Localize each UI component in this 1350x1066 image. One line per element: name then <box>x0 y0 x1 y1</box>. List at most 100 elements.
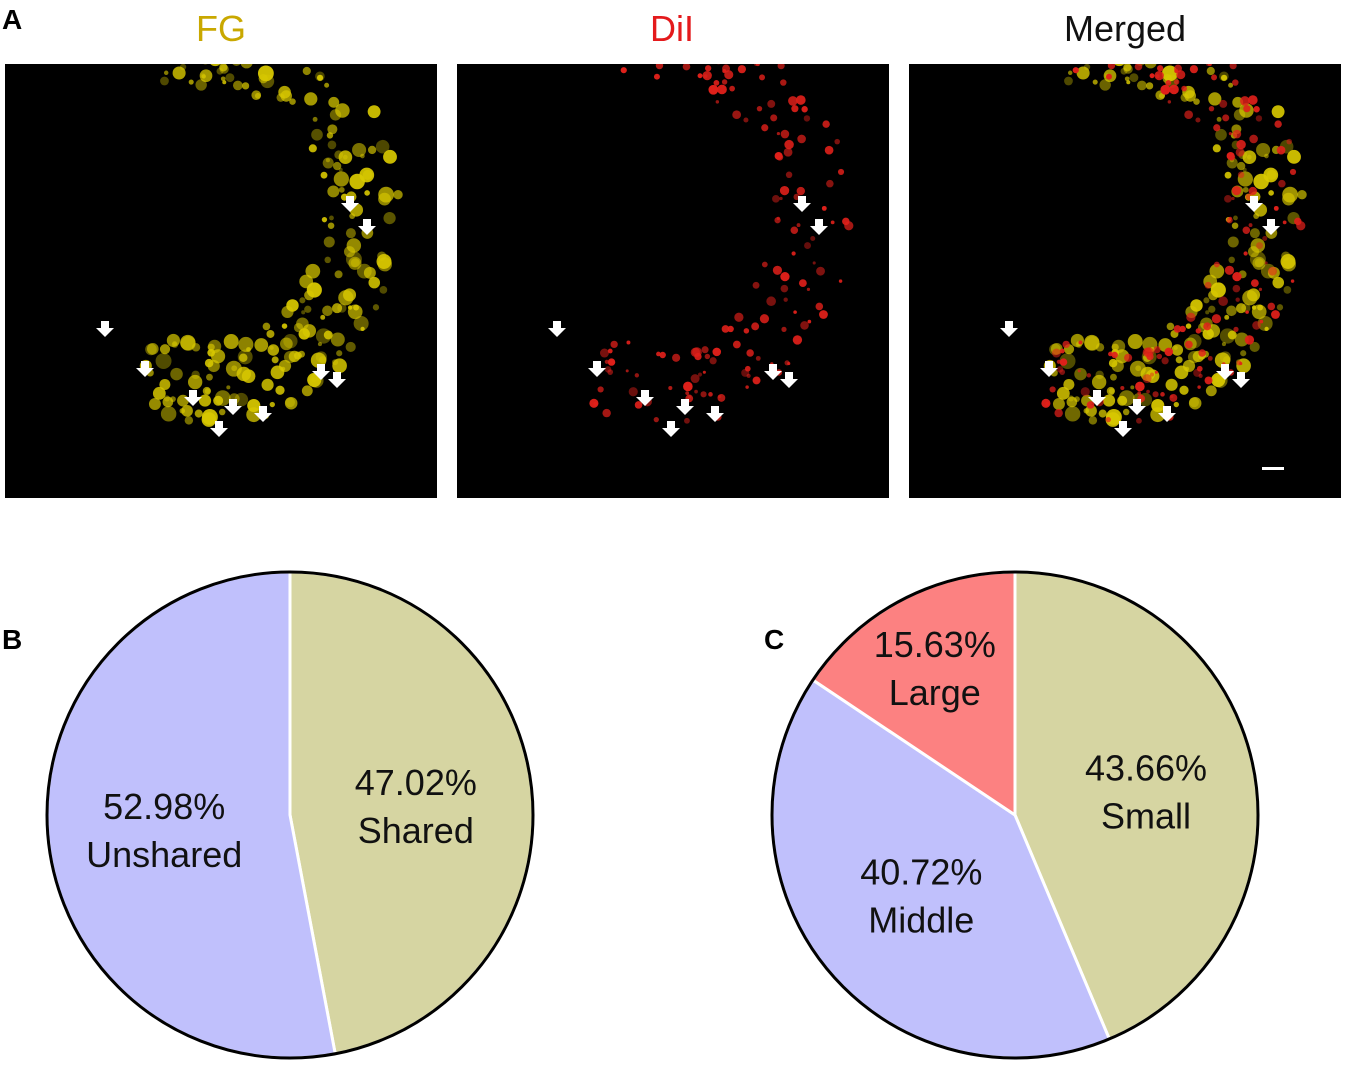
fg-cell <box>180 335 196 351</box>
dii-cell <box>708 392 713 397</box>
dii-cell <box>1278 179 1286 188</box>
fg-cell <box>338 186 345 193</box>
fg-micrograph <box>5 64 437 498</box>
dii-cell <box>791 251 796 256</box>
fg-cell <box>201 409 218 425</box>
dii-cell <box>1051 348 1061 358</box>
dii-cell <box>824 145 834 155</box>
dii-cell <box>807 319 812 324</box>
dii-cell <box>625 369 629 373</box>
dii-cell <box>1161 357 1169 365</box>
fg-cell <box>317 342 322 347</box>
fg-cell <box>159 344 171 355</box>
fg-cell <box>1074 367 1087 381</box>
pie-category-label-small: Small <box>1101 796 1191 837</box>
arrow-marker-icon <box>1000 321 1018 337</box>
pie-pct-label-shared: 47.02% <box>355 762 477 803</box>
dii-cell <box>777 64 785 70</box>
dii-cell <box>607 358 616 366</box>
dii-cell <box>1242 226 1251 235</box>
fg-cell <box>332 161 342 171</box>
dii-cell <box>761 124 769 132</box>
dii-cell <box>593 401 598 406</box>
fg-cell <box>225 360 242 377</box>
arrow-marker-icon <box>706 406 724 422</box>
fg-cell <box>1227 236 1239 248</box>
fg-cell <box>367 105 381 119</box>
fg-cell <box>225 73 235 83</box>
fg-cell <box>1252 256 1266 270</box>
dii-cell <box>1078 340 1083 345</box>
fg-cell <box>1123 64 1132 72</box>
fg-cell <box>1166 322 1175 331</box>
fg-cell <box>1263 167 1279 183</box>
dii-cell <box>721 79 728 85</box>
fg-cell <box>379 286 388 294</box>
dii-cell <box>1232 79 1239 86</box>
fg-cell <box>222 80 227 85</box>
dii-cell <box>604 359 609 364</box>
fg-cell <box>1127 334 1143 350</box>
fg-cell <box>240 64 253 69</box>
dii-cell <box>672 353 681 362</box>
fg-cell <box>1102 394 1116 407</box>
pie-pct-label-small: 43.66% <box>1085 748 1207 789</box>
arrow-marker-icon <box>1040 361 1058 377</box>
fg-cell <box>152 386 166 400</box>
fg-cell <box>1122 408 1130 416</box>
fg-cell <box>184 416 194 425</box>
fg-cell <box>195 79 207 91</box>
fg-cell <box>323 330 333 340</box>
dii-cell <box>729 85 735 92</box>
fg-cell <box>270 365 285 380</box>
fg-cell <box>1175 356 1183 364</box>
dii-cell <box>776 131 781 136</box>
dii-cell <box>1196 365 1203 372</box>
dii-cell <box>602 408 611 418</box>
fg-cell <box>1242 150 1257 165</box>
dii-cell <box>1248 223 1253 228</box>
dii-cell <box>1243 105 1251 113</box>
fg-cell <box>1185 323 1192 329</box>
merged-image-title: Merged <box>1063 8 1187 49</box>
fg-cell <box>1076 66 1090 80</box>
fg-cell <box>1228 256 1235 264</box>
dii-cell <box>717 393 726 402</box>
fg-cell <box>1064 406 1081 422</box>
dii-cell <box>1240 96 1250 106</box>
arrow-marker-icon <box>1114 421 1132 437</box>
dii-cell <box>701 346 709 354</box>
fg-cell <box>356 263 372 279</box>
dii-cell <box>1208 105 1215 112</box>
fg-cell <box>1228 82 1234 88</box>
dii-cell <box>732 340 741 349</box>
fg-cell <box>316 74 324 81</box>
dii-cell <box>1252 321 1261 330</box>
fg-cell <box>372 304 380 311</box>
fg-cell <box>1158 92 1165 99</box>
dii-cell <box>684 417 690 424</box>
fg-cell <box>335 103 350 118</box>
dii-cell <box>792 335 803 345</box>
dii-cell <box>821 205 827 211</box>
dii-cell <box>1222 114 1230 122</box>
fg-cell <box>1209 263 1225 279</box>
dii-cell <box>1218 296 1228 307</box>
fg-cell <box>311 128 323 141</box>
fg-cell <box>327 185 340 198</box>
fg-cell <box>1236 161 1246 171</box>
fg-cell <box>163 70 169 76</box>
fg-cell <box>1083 64 1091 71</box>
dii-cell <box>838 279 843 283</box>
dii-cell <box>1137 391 1142 396</box>
dii-cell <box>1211 314 1222 324</box>
fg-cell <box>1210 282 1226 298</box>
dii-cell <box>1267 302 1276 311</box>
fg-cell <box>284 396 298 410</box>
fg-cell <box>1241 303 1251 313</box>
dii-cell <box>1045 401 1050 406</box>
fg-cell <box>207 343 215 351</box>
arrow-marker-icon <box>312 364 330 380</box>
dii-cell <box>779 196 783 201</box>
fg-cell <box>359 167 375 183</box>
